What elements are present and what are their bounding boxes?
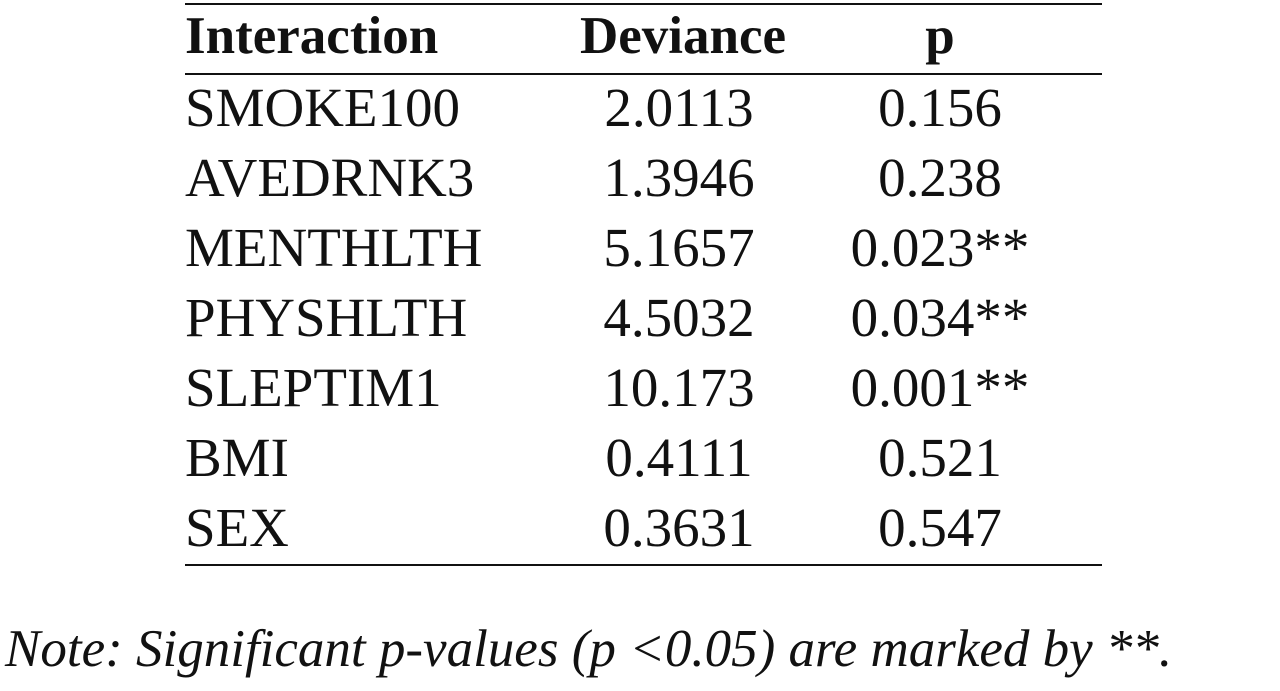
cell-p-value: 0.023** — [850, 216, 1030, 278]
cell-p-value: 0.238 — [878, 146, 1002, 208]
header-deviance: Deviance — [580, 7, 787, 65]
cell-p-value: 0.156 — [878, 76, 1002, 138]
cell-p-value: 0.547 — [878, 496, 1002, 558]
cell-interaction: MENTHLTH — [185, 216, 483, 278]
cell-p-value: 0.034** — [850, 286, 1030, 348]
table-row: PHYSHLTH 4.5032 0.034** — [185, 282, 1102, 352]
cell-deviance: 4.5032 — [603, 286, 755, 348]
table-bottom-rule — [185, 564, 1102, 566]
table-row: AVEDRNK3 1.3946 0.238 — [185, 142, 1102, 212]
table-header-rule — [185, 73, 1102, 75]
cell-interaction: AVEDRNK3 — [185, 146, 475, 208]
cell-interaction: PHYSHLTH — [185, 286, 468, 348]
table-header-row: Interaction Deviance p — [185, 2, 1102, 70]
table-row: BMI 0.4111 0.521 — [185, 422, 1102, 492]
header-p: p — [925, 7, 955, 65]
cell-deviance: 2.0113 — [604, 76, 754, 138]
table-row: SEX 0.3631 0.547 — [185, 492, 1102, 562]
table-note: Note: Significant p-values (p <0.05) are… — [5, 620, 1173, 678]
cell-deviance: 0.4111 — [605, 426, 753, 488]
cell-deviance: 0.3631 — [603, 496, 755, 558]
cell-interaction: SEX — [185, 496, 289, 558]
table-row: SLEPTIM1 10.173 0.001** — [185, 352, 1102, 422]
header-interaction: Interaction — [185, 7, 439, 65]
table-top-rule — [185, 3, 1102, 5]
cell-deviance: 1.3946 — [603, 146, 755, 208]
cell-deviance: 5.1657 — [603, 216, 755, 278]
cell-interaction: SMOKE100 — [185, 76, 461, 138]
table-row: MENTHLTH 5.1657 0.023** — [185, 212, 1102, 282]
cell-p-value: 0.521 — [878, 426, 1002, 488]
cell-deviance: 10.173 — [603, 356, 755, 418]
cell-p-value: 0.001** — [850, 356, 1030, 418]
table-row: SMOKE100 2.0113 0.156 — [185, 72, 1102, 142]
cell-interaction: SLEPTIM1 — [185, 356, 442, 418]
cell-interaction: BMI — [185, 426, 289, 488]
